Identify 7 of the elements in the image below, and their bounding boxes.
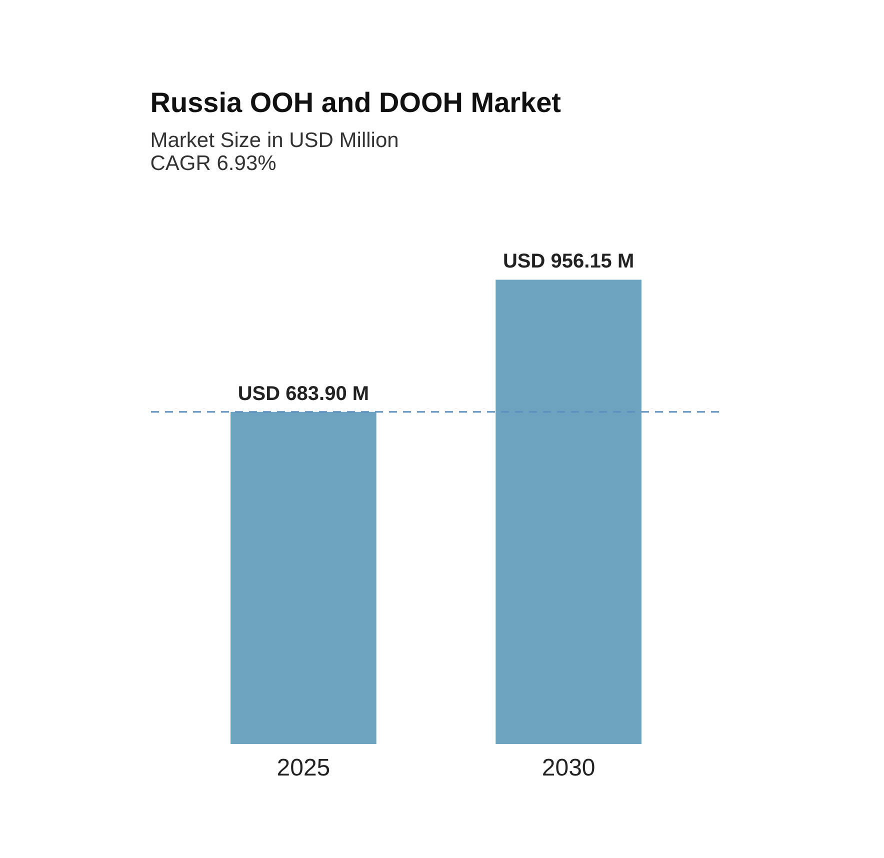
chart-title: Russia OOH and DOOH Market	[150, 87, 562, 118]
chart-subtitle: Market Size in USD Million	[150, 129, 399, 152]
data-label: USD 956.15 M	[502, 250, 634, 273]
x-tick-label: 2025	[276, 754, 330, 782]
text: CAGR 6.93%	[150, 152, 276, 175]
data-label: USD 683.90 M	[238, 382, 370, 405]
x-tick-label: 2030	[542, 754, 596, 782]
